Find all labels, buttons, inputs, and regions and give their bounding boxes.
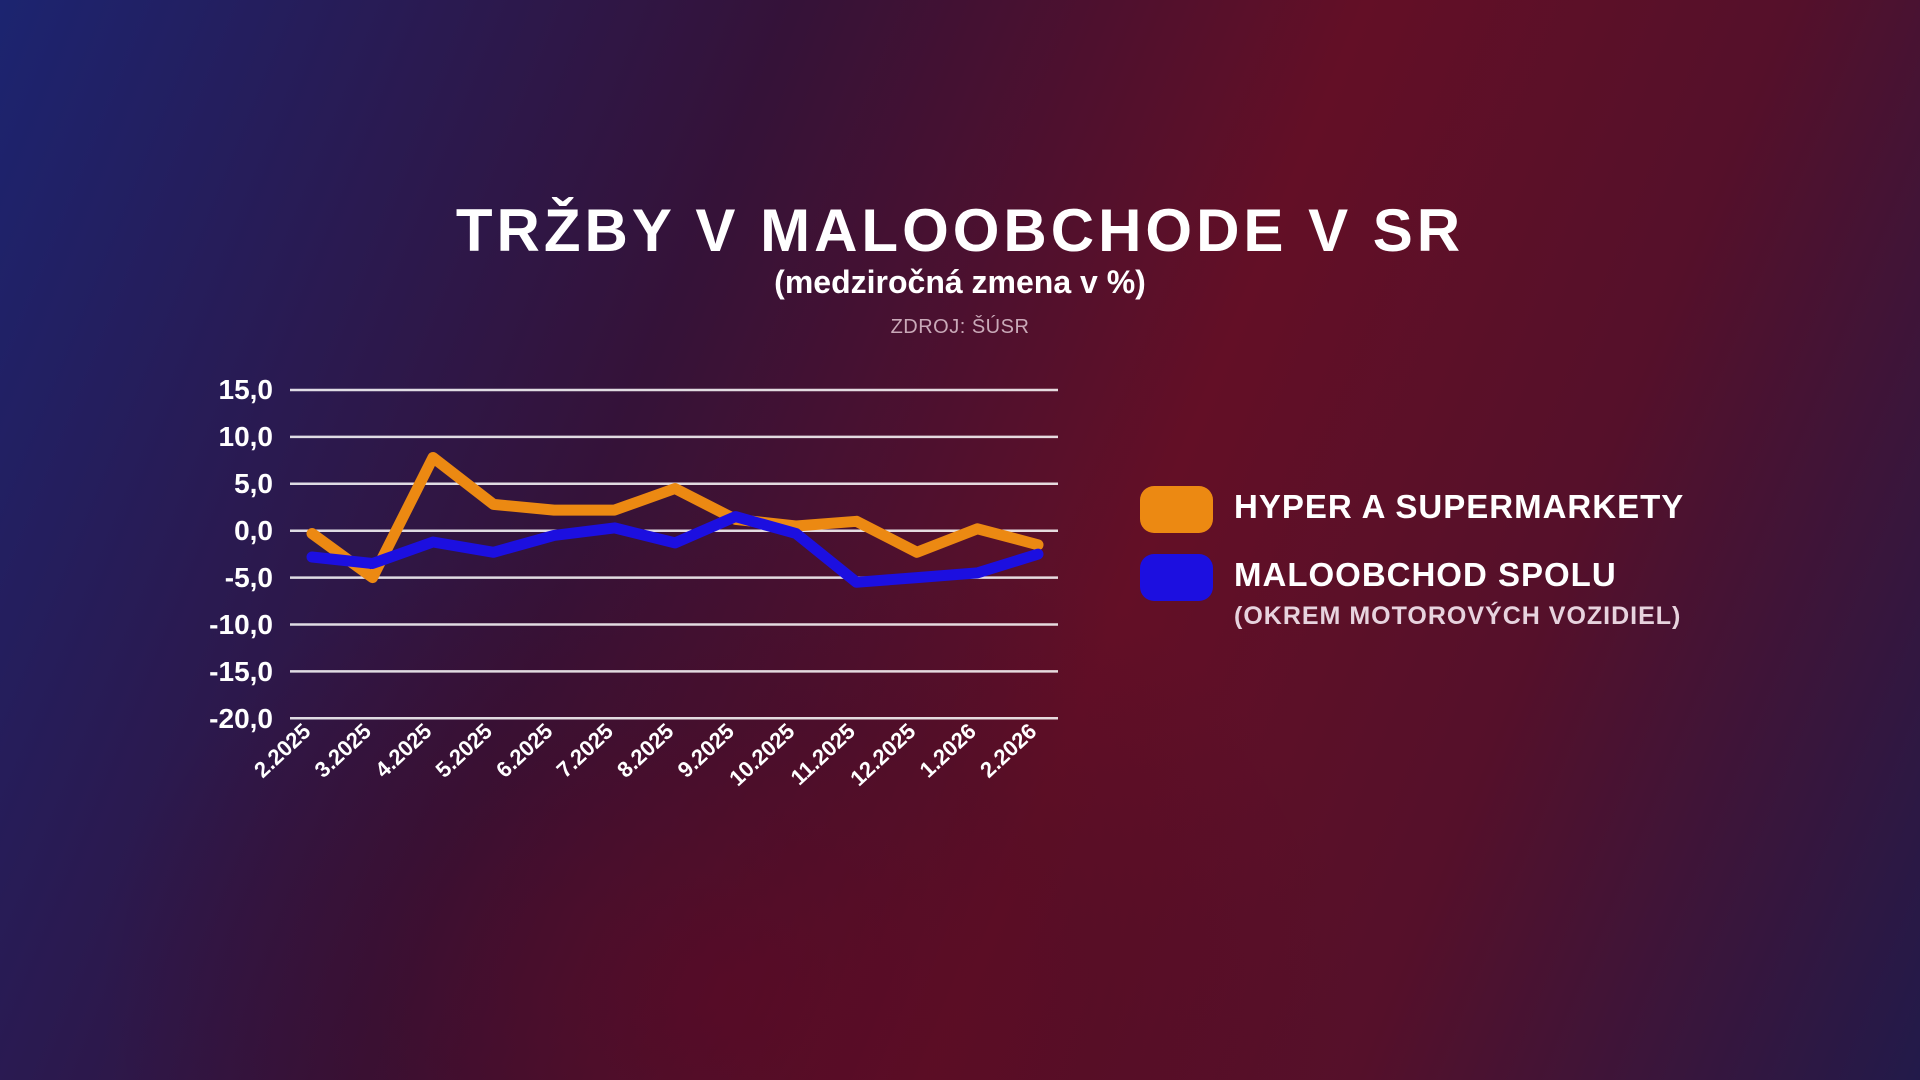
svg-text:-15,0: -15,0 xyxy=(209,656,273,687)
svg-text:7.2025: 7.2025 xyxy=(552,718,618,782)
svg-text:12.2025: 12.2025 xyxy=(845,718,920,791)
svg-text:-10,0: -10,0 xyxy=(209,609,273,640)
svg-text:10,0: 10,0 xyxy=(219,421,274,452)
svg-text:8.2025: 8.2025 xyxy=(612,718,678,782)
svg-text:4.2025: 4.2025 xyxy=(370,718,436,782)
svg-text:5.2025: 5.2025 xyxy=(431,718,497,782)
svg-text:15,0: 15,0 xyxy=(219,374,274,405)
svg-text:2.2026: 2.2026 xyxy=(975,718,1041,782)
svg-text:11.2025: 11.2025 xyxy=(786,718,860,790)
svg-text:1.2026: 1.2026 xyxy=(915,718,981,782)
svg-text:5,0: 5,0 xyxy=(234,468,273,499)
svg-text:-5,0: -5,0 xyxy=(225,562,273,593)
svg-text:0,0: 0,0 xyxy=(234,515,273,546)
svg-text:3.2025: 3.2025 xyxy=(310,718,376,782)
svg-text:-20,0: -20,0 xyxy=(209,703,273,734)
svg-text:10.2025: 10.2025 xyxy=(724,718,799,791)
svg-text:6.2025: 6.2025 xyxy=(491,718,557,782)
